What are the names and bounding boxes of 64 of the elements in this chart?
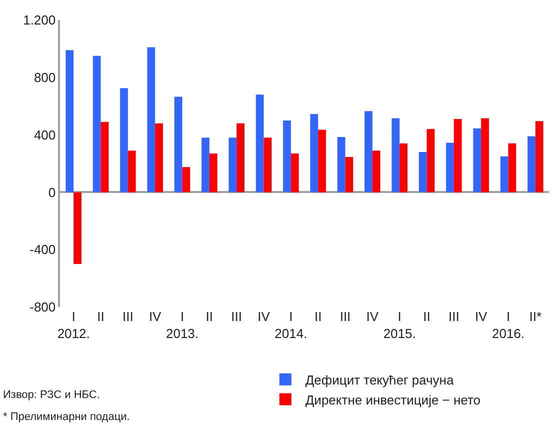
- x-tick-label: IV: [474, 309, 488, 324]
- x-tick-label: II*: [529, 309, 542, 324]
- bar: [454, 119, 462, 192]
- y-tick-label: 400: [34, 127, 56, 142]
- y-tick-label: -800: [30, 300, 56, 315]
- x-tick-label: I 2015.: [383, 309, 416, 341]
- bar: [290, 153, 299, 192]
- legend-label: Директне инвестиције − нето: [305, 392, 481, 408]
- y-tick-label: -400: [30, 242, 56, 258]
- bar: [92, 56, 101, 192]
- x-tick-label: IV: [258, 309, 270, 324]
- y-tick-label: 0: [48, 184, 56, 200]
- bar: [264, 138, 272, 192]
- bar: [426, 129, 435, 192]
- text: Извор: РЗС и НБС.: [3, 389, 100, 401]
- x-tick-label: II: [97, 309, 104, 324]
- text: * Прелиминарни подаци.: [3, 411, 130, 423]
- bar: [74, 192, 82, 264]
- bar: [174, 96, 182, 192]
- y-tick-label: 1.200: [23, 12, 56, 28]
- x-tick-label: III: [231, 309, 242, 324]
- bar: [256, 94, 264, 192]
- bar: [337, 136, 346, 192]
- bar: [147, 47, 156, 192]
- bar: [392, 118, 400, 192]
- legend-label: Дефицит текућег рачуна: [305, 372, 454, 388]
- bar: [481, 118, 489, 192]
- bar: [318, 130, 326, 192]
- bar: [528, 136, 536, 192]
- x-tick-label: I 2012.: [57, 309, 90, 341]
- bar: [508, 143, 516, 192]
- bar: [228, 138, 237, 192]
- bar: [446, 142, 454, 192]
- bar: [66, 50, 74, 192]
- bar: [236, 123, 244, 192]
- x-tick-label: IV: [148, 309, 162, 324]
- bar: [372, 150, 380, 192]
- x-tick-label: IV: [366, 309, 379, 324]
- bar: [345, 157, 354, 192]
- bar: [209, 153, 218, 192]
- bar: [202, 138, 210, 192]
- bar: [120, 88, 128, 192]
- x-tick-label: I 2016.: [492, 309, 525, 341]
- bar: [128, 150, 136, 192]
- x-tick-label: III: [122, 309, 134, 324]
- x-tick-label: II: [206, 309, 214, 324]
- x-tick-label: II: [314, 309, 322, 324]
- bar: [418, 152, 427, 192]
- y-tick-label: 800: [34, 70, 56, 85]
- x-tick-label: II: [423, 309, 430, 324]
- bar: [473, 128, 482, 192]
- bar: [364, 111, 372, 192]
- bar: [283, 120, 291, 192]
- bar: [100, 122, 109, 192]
- bar: [310, 114, 318, 192]
- x-tick-label: III: [448, 309, 460, 324]
- bar: [535, 121, 544, 192]
- bar: [500, 156, 508, 192]
- bar: [182, 167, 190, 192]
- bar: [155, 123, 163, 192]
- bar: [400, 143, 408, 192]
- x-tick-label: I 2013.: [166, 309, 199, 341]
- x-tick-label: III: [340, 309, 351, 324]
- x-tick-label: I 2014.: [274, 309, 308, 341]
